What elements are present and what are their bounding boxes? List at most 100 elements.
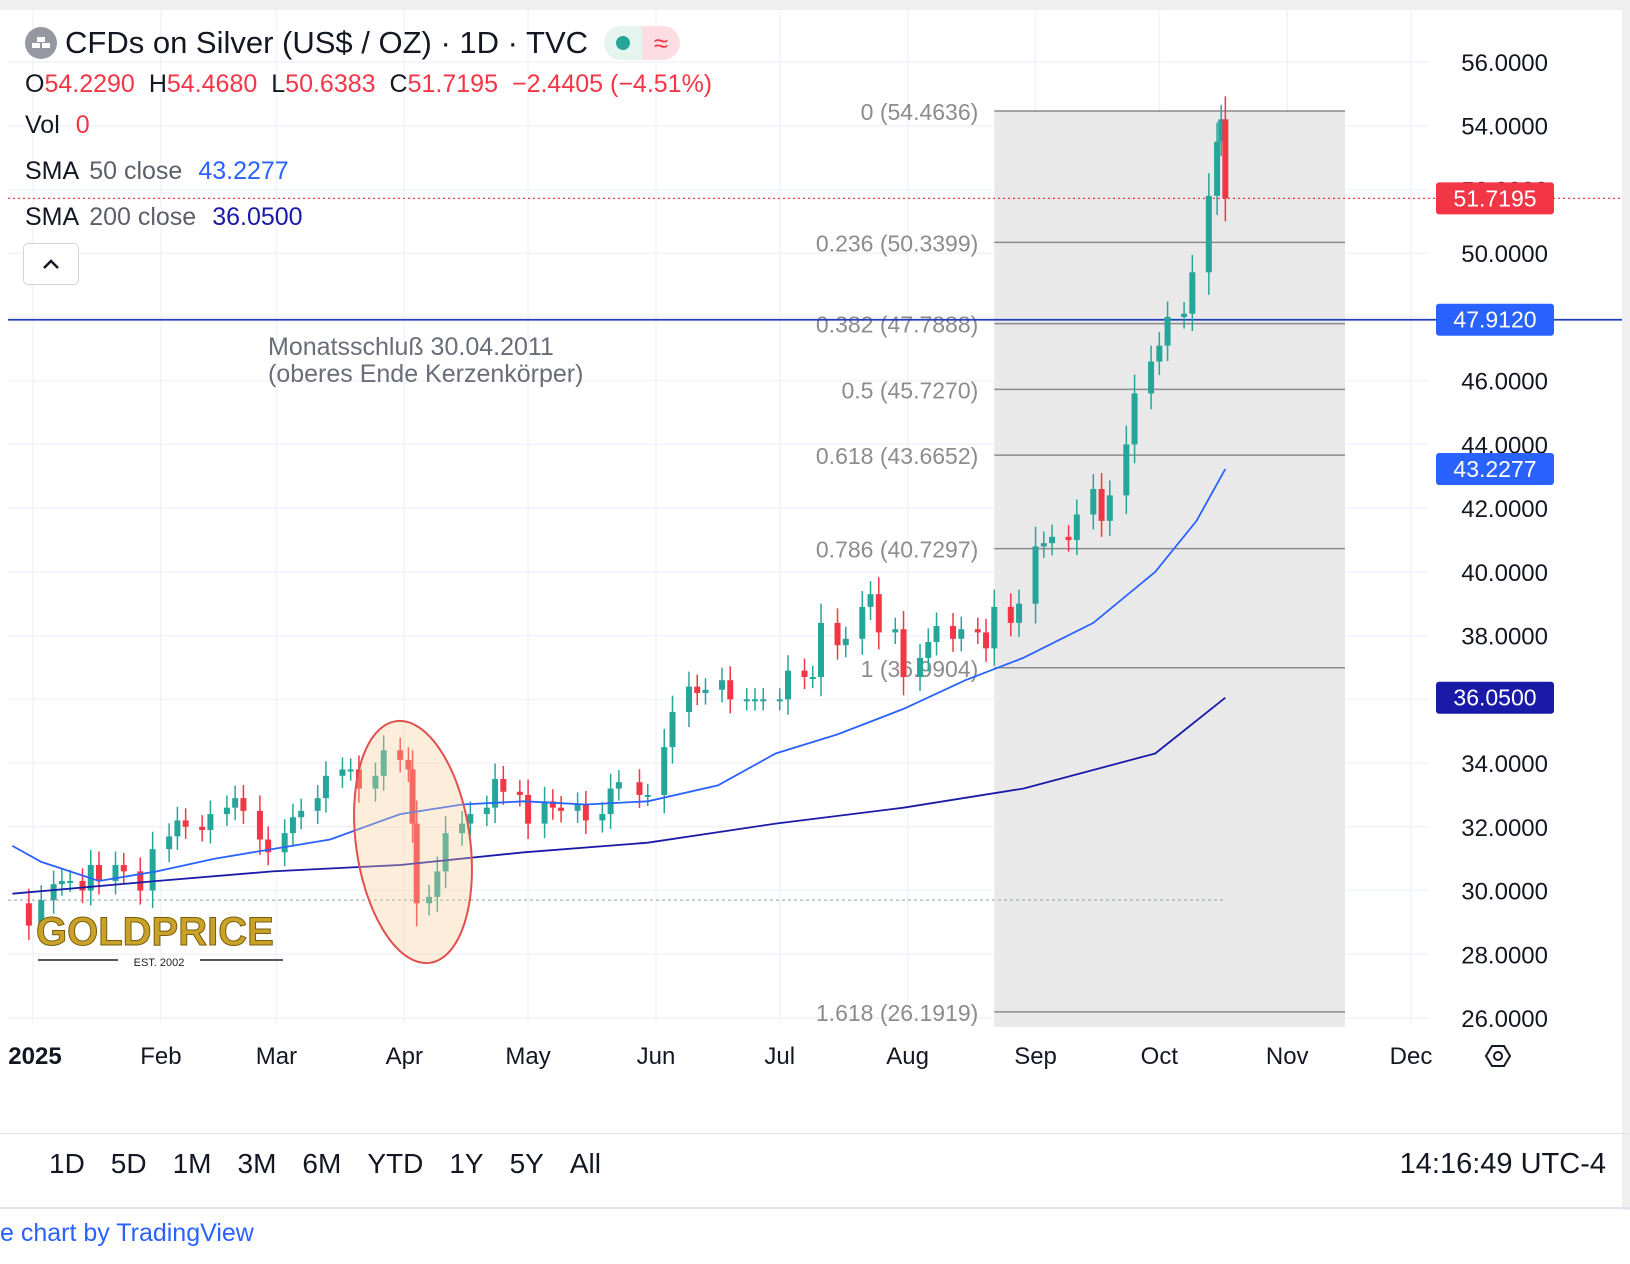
candle-body[interactable] xyxy=(1090,489,1097,515)
candle-body[interactable] xyxy=(875,594,882,633)
collapse-legend-button[interactable] xyxy=(23,243,79,285)
candle-body[interactable] xyxy=(743,699,750,702)
price-chart[interactable]: 0 (54.4636) 0.236 (50.3399) 0.382 (47.7888… xyxy=(8,10,1622,1135)
candle-body[interactable] xyxy=(166,836,173,850)
candle-body[interactable] xyxy=(574,804,581,811)
candle-body[interactable] xyxy=(1218,119,1225,142)
range-3m-button[interactable]: 3M xyxy=(237,1148,277,1179)
candle-body[interactable] xyxy=(50,884,57,901)
candle-body[interactable] xyxy=(1205,195,1212,273)
candle-body[interactable] xyxy=(1016,603,1023,623)
candle-body[interactable] xyxy=(669,712,676,748)
candle-body[interactable] xyxy=(694,686,701,693)
candle-body[interactable] xyxy=(174,820,181,837)
candle-body[interactable] xyxy=(67,880,74,883)
candle-body[interactable] xyxy=(917,657,924,678)
candle-body[interactable] xyxy=(372,775,379,789)
candle-body[interactable] xyxy=(1181,313,1188,317)
candle-body[interactable] xyxy=(991,606,998,649)
candle-body[interactable] xyxy=(818,622,825,678)
gear-icon[interactable] xyxy=(1484,1045,1512,1067)
candle-body[interactable] xyxy=(199,826,206,830)
candle-body[interactable] xyxy=(426,896,433,904)
candle-body[interactable] xyxy=(483,807,490,815)
candle-body[interactable] xyxy=(842,638,849,646)
candle-body[interactable] xyxy=(380,750,387,776)
range-5y-button[interactable]: 5Y xyxy=(509,1148,544,1179)
candle-body[interactable] xyxy=(467,814,474,824)
candle-body[interactable] xyxy=(298,810,305,818)
symbol-title-row[interactable]: CFDs on Silver (US$ / OZ) · 1D · TVC ≈ xyxy=(25,22,726,64)
candle-body[interactable] xyxy=(409,769,416,824)
range-5d-button[interactable]: 5D xyxy=(110,1148,147,1179)
candle-body[interactable] xyxy=(661,747,668,795)
candle-body[interactable] xyxy=(1214,141,1221,196)
candle-body[interactable] xyxy=(801,670,808,678)
candle-body[interactable] xyxy=(281,833,288,853)
candle-body[interactable] xyxy=(1222,119,1229,199)
candle-body[interactable] xyxy=(582,804,589,821)
candle-body[interactable] xyxy=(702,689,709,693)
candle-body[interactable] xyxy=(1065,536,1072,540)
candle-body[interactable] xyxy=(120,865,127,872)
candle-body[interactable] xyxy=(1032,546,1039,604)
candle-body[interactable] xyxy=(339,769,346,776)
candle-body[interactable] xyxy=(397,750,404,760)
candle-body[interactable] xyxy=(1131,393,1138,445)
candle-body[interactable] xyxy=(558,807,565,811)
candle-body[interactable] xyxy=(607,788,614,815)
candle-body[interactable] xyxy=(347,769,354,772)
candle-body[interactable] xyxy=(405,759,412,770)
sma50-legend[interactable]: SMA 50 close 43.2277 xyxy=(25,148,726,194)
sma200-legend[interactable]: SMA 200 close 36.0500 xyxy=(25,194,726,240)
candle-body[interactable] xyxy=(240,798,247,811)
candle-body[interactable] xyxy=(599,814,606,821)
candle-body[interactable] xyxy=(752,699,759,702)
candle-body[interactable] xyxy=(727,680,734,700)
candle-body[interactable] xyxy=(256,810,263,840)
candle-body[interactable] xyxy=(685,686,692,713)
candle-body[interactable] xyxy=(834,622,841,646)
candle-body[interactable] xyxy=(265,839,272,853)
candle-body[interactable] xyxy=(38,900,45,926)
candle-body[interactable] xyxy=(1148,361,1155,394)
candle-body[interactable] xyxy=(1049,536,1056,544)
candle-body[interactable] xyxy=(1189,272,1196,314)
candle-body[interactable] xyxy=(541,801,548,824)
candle-body[interactable] xyxy=(232,798,239,808)
candle-body[interactable] xyxy=(1073,514,1080,540)
candle-body[interactable] xyxy=(149,849,156,891)
candle-body[interactable] xyxy=(434,871,441,897)
candle-body[interactable] xyxy=(760,699,767,702)
range-all-button[interactable]: All xyxy=(569,1148,601,1179)
candle-body[interactable] xyxy=(223,807,230,815)
volume-legend[interactable]: Vol 0 xyxy=(25,102,726,148)
candle-body[interactable] xyxy=(442,833,449,872)
range-1d-button[interactable]: 1D xyxy=(49,1148,85,1179)
market-status[interactable]: ≈ xyxy=(604,26,681,60)
candle-body[interactable] xyxy=(809,677,816,680)
candle-body[interactable] xyxy=(892,629,899,633)
candle-body[interactable] xyxy=(1156,345,1163,362)
candle-body[interactable] xyxy=(900,629,907,678)
candle-body[interactable] xyxy=(58,880,65,885)
candle-body[interactable] xyxy=(79,880,86,891)
candle-body[interactable] xyxy=(974,629,981,633)
symbol-title[interactable]: CFDs on Silver (US$ / OZ) · 1D · TVC xyxy=(65,25,589,60)
price-tag[interactable] xyxy=(1436,182,1554,215)
candle-body[interactable] xyxy=(137,871,144,891)
candle-body[interactable] xyxy=(1106,495,1113,521)
candle-body[interactable] xyxy=(933,626,940,642)
candle-body[interactable] xyxy=(1007,606,1014,623)
candle-body[interactable] xyxy=(785,670,792,700)
candle-body[interactable] xyxy=(322,775,329,799)
range-1m-button[interactable]: 1M xyxy=(172,1148,212,1179)
candle-body[interactable] xyxy=(615,782,622,789)
candle-body[interactable] xyxy=(644,794,651,797)
candle-body[interactable] xyxy=(207,814,214,830)
price-tag[interactable] xyxy=(1436,681,1554,714)
candle-body[interactable] xyxy=(1123,444,1130,496)
candle-body[interactable] xyxy=(500,779,507,792)
candle-body[interactable] xyxy=(1040,543,1047,547)
april-crash-ellipse[interactable] xyxy=(340,713,487,970)
